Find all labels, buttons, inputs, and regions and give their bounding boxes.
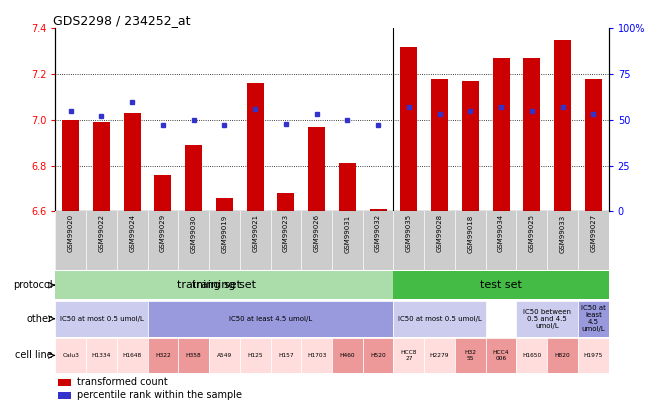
Text: test set: test set <box>480 280 522 290</box>
Text: GSM99023: GSM99023 <box>283 214 289 252</box>
Text: training set: training set <box>177 280 241 290</box>
Bar <box>393 301 486 337</box>
Bar <box>59 379 70 386</box>
Bar <box>209 338 240 373</box>
Bar <box>308 127 325 211</box>
Bar <box>55 338 86 373</box>
Text: protocol: protocol <box>12 280 52 290</box>
Bar <box>578 338 609 373</box>
Bar <box>240 338 271 373</box>
Text: HCC8
27: HCC8 27 <box>400 350 417 360</box>
Text: IC50 between
0.5 and 4.5
umol/L: IC50 between 0.5 and 4.5 umol/L <box>523 309 571 329</box>
Text: H1703: H1703 <box>307 353 326 358</box>
Bar <box>363 338 393 373</box>
Text: GSM99021: GSM99021 <box>252 214 258 252</box>
Text: GSM99020: GSM99020 <box>68 214 74 252</box>
Text: GSM99019: GSM99019 <box>221 214 227 253</box>
Bar <box>393 338 424 373</box>
Text: GDS2298 / 234252_at: GDS2298 / 234252_at <box>53 14 190 27</box>
Bar <box>55 301 148 337</box>
Text: GSM99018: GSM99018 <box>467 214 473 253</box>
Text: IC50 at most 0.5 umol/L: IC50 at most 0.5 umol/L <box>398 316 482 322</box>
Bar <box>93 122 110 211</box>
Bar <box>124 113 141 211</box>
Text: HCC4
006: HCC4 006 <box>493 350 509 360</box>
Bar <box>554 40 571 211</box>
Bar <box>486 338 516 373</box>
Bar <box>117 338 148 373</box>
Bar <box>400 47 417 211</box>
Text: H520: H520 <box>370 353 386 358</box>
Bar <box>431 79 448 211</box>
Bar <box>62 120 79 211</box>
Bar <box>424 338 455 373</box>
Text: GSM99025: GSM99025 <box>529 214 535 252</box>
Text: cell line: cell line <box>14 350 52 360</box>
Bar <box>523 58 540 211</box>
Text: GSM99028: GSM99028 <box>437 214 443 252</box>
Text: IC50 at
least
4.5
umol/L: IC50 at least 4.5 umol/L <box>581 305 605 332</box>
Text: GSM99030: GSM99030 <box>191 214 197 253</box>
Text: other: other <box>26 314 52 324</box>
Text: Calu3: Calu3 <box>62 353 79 358</box>
Text: transformed count: transformed count <box>77 377 167 387</box>
Text: GSM99029: GSM99029 <box>160 214 166 252</box>
Bar <box>148 338 178 373</box>
Bar <box>86 338 117 373</box>
Text: H1648: H1648 <box>122 353 142 358</box>
Text: GSM99034: GSM99034 <box>498 214 504 252</box>
Text: IC50 at least 4.5 umol/L: IC50 at least 4.5 umol/L <box>229 316 312 322</box>
Text: GSM99031: GSM99031 <box>344 214 350 253</box>
Bar <box>547 338 578 373</box>
Bar <box>277 193 294 211</box>
Bar <box>370 209 387 211</box>
Text: H820: H820 <box>555 353 570 358</box>
Text: IC50 at most 0.5 umol/L: IC50 at most 0.5 umol/L <box>59 316 143 322</box>
Bar <box>247 83 264 211</box>
Text: GSM99032: GSM99032 <box>375 214 381 252</box>
Bar <box>148 301 393 337</box>
Text: percentile rank within the sample: percentile rank within the sample <box>77 390 242 400</box>
Text: GSM99022: GSM99022 <box>98 214 104 252</box>
Bar <box>516 338 547 373</box>
Bar <box>216 198 233 211</box>
Text: H1975: H1975 <box>584 353 603 358</box>
Bar <box>455 338 486 373</box>
Text: H322: H322 <box>155 353 171 358</box>
Text: A549: A549 <box>217 353 232 358</box>
Text: GSM99026: GSM99026 <box>314 214 320 252</box>
Text: H1334: H1334 <box>92 353 111 358</box>
Bar <box>178 338 209 373</box>
Bar <box>339 163 356 211</box>
Text: H460: H460 <box>340 353 355 358</box>
Text: H2279: H2279 <box>430 353 449 358</box>
Text: H125: H125 <box>247 353 263 358</box>
Text: GSM99035: GSM99035 <box>406 214 412 252</box>
Bar <box>55 271 393 299</box>
Bar <box>578 301 609 337</box>
Text: training set: training set <box>193 280 256 290</box>
Bar <box>493 58 510 211</box>
Bar <box>516 301 578 337</box>
Text: GSM99027: GSM99027 <box>590 214 596 252</box>
Bar <box>186 145 202 211</box>
Bar <box>332 338 363 373</box>
Bar <box>154 175 171 211</box>
Text: H1650: H1650 <box>522 353 542 358</box>
Bar <box>462 81 478 211</box>
Bar <box>393 271 609 299</box>
Bar <box>59 392 70 399</box>
Bar <box>585 79 602 211</box>
Text: H358: H358 <box>186 353 202 358</box>
Text: H32
55: H32 55 <box>464 350 477 360</box>
Text: H157: H157 <box>278 353 294 358</box>
Bar <box>301 338 332 373</box>
Text: GSM99033: GSM99033 <box>560 214 566 253</box>
Text: GSM99024: GSM99024 <box>129 214 135 252</box>
Bar <box>271 338 301 373</box>
